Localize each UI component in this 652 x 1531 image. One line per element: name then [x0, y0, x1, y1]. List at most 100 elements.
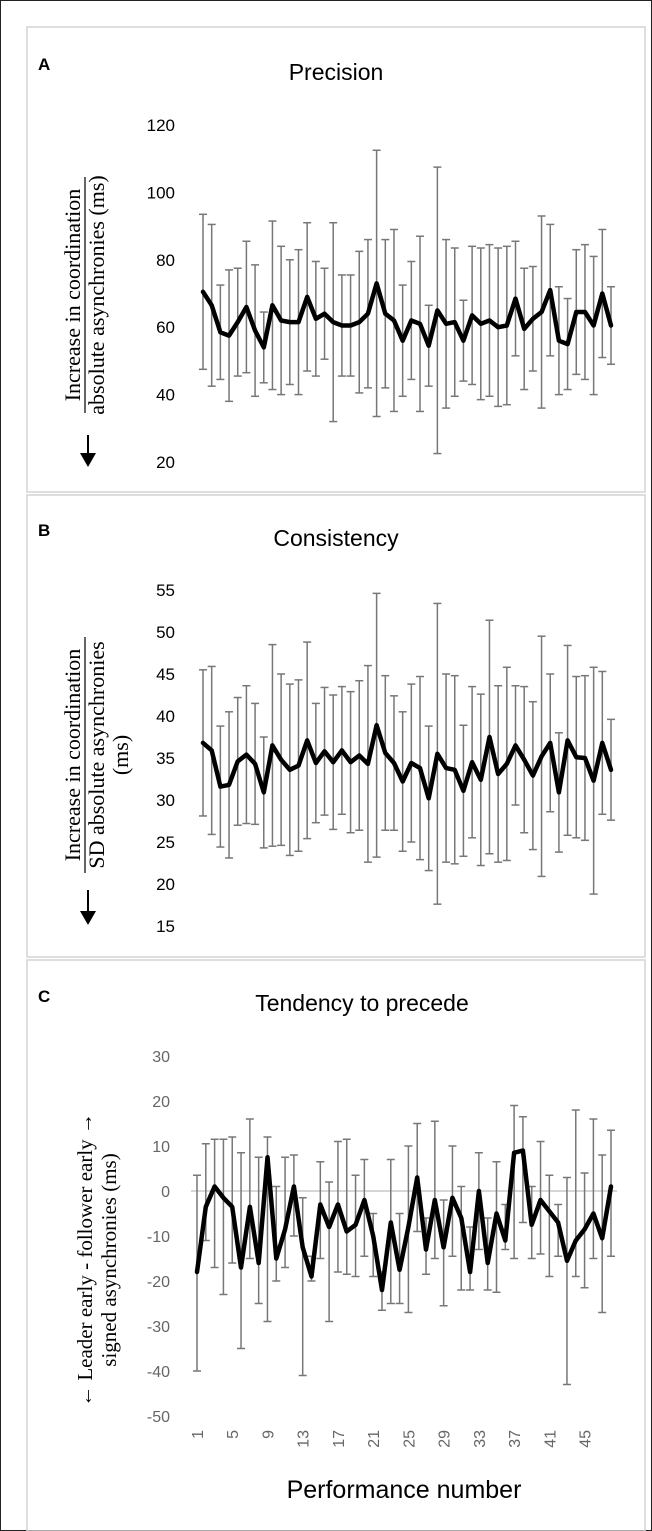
mean-point: [366, 312, 370, 315]
error-bar: [342, 1138, 351, 1275]
error-bar: [492, 1161, 501, 1293]
chart-title: Precision: [289, 59, 384, 85]
down-arrow-icon: [80, 453, 96, 467]
mean-point: [384, 751, 387, 755]
mean-point: [486, 1261, 489, 1265]
error-bar: [589, 1118, 598, 1260]
mean-point: [453, 768, 456, 771]
error-bar: [439, 1199, 448, 1307]
mean-point: [479, 322, 482, 326]
mean-point: [314, 317, 318, 320]
mean-point: [407, 1225, 410, 1229]
mean-point: [375, 282, 378, 285]
mean-point: [566, 739, 569, 742]
x-tick-label: 29: [437, 1430, 454, 1448]
y-axis-label-line-2: SD absolute asynchronies: [84, 641, 109, 868]
y-axis-label-line-2: signed asynchronies (ms): [97, 1153, 121, 1366]
mean-point: [531, 317, 535, 320]
y-axis-label: Increase in coordination SD absolute asy…: [60, 637, 133, 925]
error-bar: [219, 1138, 228, 1296]
mean-point: [366, 762, 370, 766]
error-bar: [237, 1152, 246, 1350]
error-bar: [228, 1136, 237, 1264]
y-tick-label: 80: [156, 251, 175, 270]
mean-point: [479, 778, 482, 782]
mean-point: [245, 305, 248, 309]
mean-point: [323, 750, 326, 753]
mean-point: [239, 1266, 243, 1269]
mean-point: [340, 749, 344, 752]
mean-point: [514, 744, 517, 747]
mean-point: [384, 312, 387, 315]
mean-point: [453, 320, 456, 324]
y-tick-label: 0: [161, 1184, 170, 1201]
mean-point: [557, 791, 561, 794]
mean-point: [531, 774, 535, 777]
mean-point: [257, 1261, 260, 1265]
mean-point: [253, 329, 257, 332]
mean-point: [549, 288, 552, 292]
panel-a: A Precision 20 40 60 80 100 120 Increase in c…: [38, 55, 615, 472]
mean-point: [574, 1239, 577, 1242]
mean-point: [410, 761, 413, 765]
x-tick-label: 13: [296, 1430, 313, 1448]
mean-point: [314, 761, 318, 765]
mean-point: [354, 1223, 357, 1226]
mean-point: [505, 324, 509, 327]
mean-point: [201, 741, 205, 745]
mean-point: [416, 1176, 419, 1179]
y-tick-labels: 15 20 25 30 35 40 45 50 55: [156, 581, 175, 936]
x-tick-labels: 1 5 9 13 17 21 25 29 33 37 41 45: [190, 1430, 595, 1448]
mean-point: [301, 1246, 304, 1249]
mean-point: [288, 320, 292, 324]
mean-point: [248, 1205, 252, 1208]
mean-point: [271, 304, 274, 307]
y-tick-label: 120: [147, 116, 175, 135]
mean-point: [540, 755, 543, 758]
x-tick-label: 37: [507, 1430, 524, 1448]
mean-point: [488, 319, 491, 322]
mean-point: [195, 1270, 199, 1274]
mean-point: [371, 1234, 375, 1238]
mean-point: [210, 749, 213, 752]
mean-point: [548, 1210, 551, 1213]
mean-point: [592, 324, 595, 327]
y-axis-label-line-1: ← Leader early - follower early →: [73, 1113, 97, 1407]
mean-point: [219, 785, 222, 788]
y-tick-label: 10: [152, 1139, 170, 1156]
y-tick-label: 40: [156, 386, 175, 405]
mean-point: [583, 310, 587, 314]
x-tick-label: 21: [366, 1430, 383, 1448]
mean-point: [349, 761, 352, 764]
mean-point: [549, 741, 552, 745]
mean-point: [297, 764, 300, 767]
mean-point: [392, 761, 396, 765]
x-tick-label: 1: [190, 1430, 207, 1439]
error-bar: [545, 1174, 554, 1278]
mean-point: [418, 766, 422, 770]
mean-point: [410, 319, 413, 322]
mean-point: [583, 1228, 586, 1231]
mean-point: [522, 758, 526, 761]
error-bar: [510, 1104, 519, 1260]
x-tick-label: 5: [225, 1430, 242, 1439]
mean-point: [592, 1212, 595, 1215]
mean-point: [539, 1198, 542, 1202]
mean-point: [504, 1239, 507, 1242]
mean-point: [398, 1268, 401, 1271]
mean-point: [363, 1198, 366, 1202]
y-axis-label-line-1: Increase in coordination: [60, 189, 85, 402]
mean-point: [201, 290, 205, 294]
mean-point: [279, 319, 283, 322]
mean-point: [600, 1237, 604, 1240]
panel-frame-c: [26, 959, 646, 1531]
x-tick-label: 33: [472, 1430, 489, 1448]
y-tick-label: 45: [156, 665, 175, 684]
mean-point: [345, 1230, 348, 1233]
mean-point: [505, 762, 509, 766]
y-tick-label: -20: [147, 1274, 170, 1291]
mean-point: [210, 304, 213, 307]
y-tick-label: 55: [156, 581, 175, 600]
mean-point: [227, 334, 231, 337]
y-axis-label-line-3: (ms): [108, 735, 133, 775]
